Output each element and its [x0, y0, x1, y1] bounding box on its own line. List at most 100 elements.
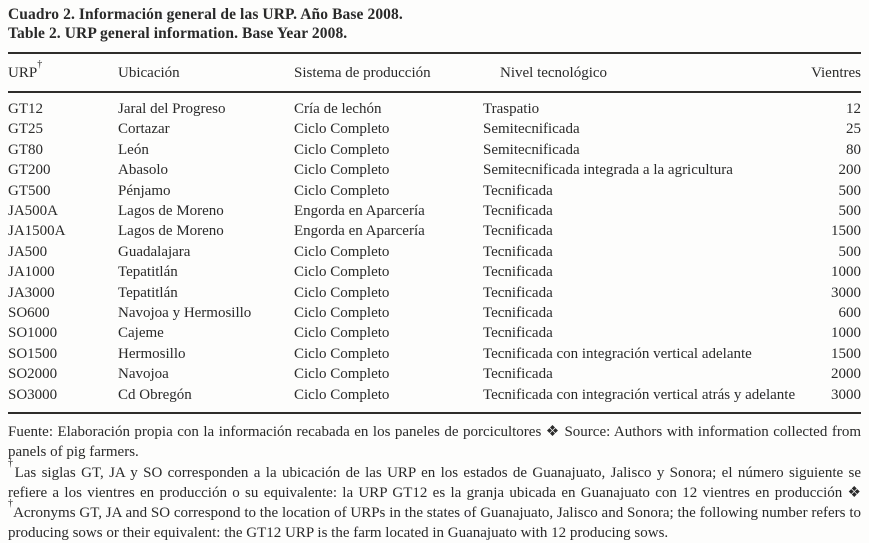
dagger-symbol: †: [8, 498, 13, 509]
cell-ubicacion: León: [118, 140, 294, 160]
cell-vientres: 500: [805, 201, 861, 221]
dagger-note-english: Acronyms GT, JA and SO correspond to the…: [8, 505, 861, 541]
cell-ubicacion: Navojoa y Hermosillo: [118, 303, 294, 323]
cell-nivel: Traspatio: [483, 92, 805, 119]
cell-nivel: Tecnificada: [483, 303, 805, 323]
cell-vientres: 500: [805, 181, 861, 201]
cell-ubicacion: Hermosillo: [118, 344, 294, 364]
col-header-nivel: Nivel tecnológico: [483, 53, 805, 92]
cell-vientres: 3000: [805, 283, 861, 303]
dagger-note-spanish: Las siglas GT, JA y SO corresponden a la…: [8, 465, 861, 501]
cell-nivel: Tecnificada: [483, 221, 805, 241]
cell-urp: SO2000: [8, 364, 118, 384]
col-header-urp: URP†: [8, 53, 118, 92]
cell-urp: JA1500A: [8, 221, 118, 241]
cell-nivel: Tecnificada: [483, 181, 805, 201]
cell-sistema: Ciclo Completo: [294, 160, 483, 180]
cell-nivel: Tecnificada: [483, 364, 805, 384]
cell-urp: GT80: [8, 140, 118, 160]
cell-sistema: Ciclo Completo: [294, 344, 483, 364]
cell-nivel: Tecnificada: [483, 262, 805, 282]
cell-ubicacion: Lagos de Moreno: [118, 221, 294, 241]
cell-sistema: Ciclo Completo: [294, 140, 483, 160]
cell-sistema: Engorda en Aparcería: [294, 221, 483, 241]
cell-urp: GT12: [8, 92, 118, 119]
cell-nivel: Tecnificada: [483, 201, 805, 221]
col-header-vientres: Vientres: [805, 53, 861, 92]
cell-urp: JA1000: [8, 262, 118, 282]
cell-vientres: 500: [805, 242, 861, 262]
cell-sistema: Ciclo Completo: [294, 323, 483, 343]
source-note: Fuente: Elaboración propia con la inform…: [8, 422, 861, 462]
urp-table: URP† Ubicación Sistema de producción Niv…: [8, 52, 861, 414]
cell-ubicacion: Cortazar: [118, 119, 294, 139]
cell-nivel: Tecnificada: [483, 283, 805, 303]
cell-sistema: Engorda en Aparcería: [294, 201, 483, 221]
cell-sistema: Ciclo Completo: [294, 119, 483, 139]
cell-sistema: Ciclo Completo: [294, 364, 483, 384]
cell-sistema: Ciclo Completo: [294, 181, 483, 201]
cell-urp: SO1500: [8, 344, 118, 364]
cell-urp: JA500A: [8, 201, 118, 221]
cell-ubicacion: Cajeme: [118, 323, 294, 343]
cell-sistema: Ciclo Completo: [294, 283, 483, 303]
cell-ubicacion: Navojoa: [118, 364, 294, 384]
dagger-symbol: †: [8, 458, 15, 469]
cell-vientres: 80: [805, 140, 861, 160]
cell-sistema: Ciclo Completo: [294, 303, 483, 323]
cell-ubicacion: Abasolo: [118, 160, 294, 180]
cell-ubicacion: Jaral del Progreso: [118, 92, 294, 119]
cell-nivel: Tecnificada con integración vertical atr…: [483, 385, 805, 413]
cell-sistema: Ciclo Completo: [294, 385, 483, 413]
cell-urp: SO1000: [8, 323, 118, 343]
cell-sistema: Ciclo Completo: [294, 262, 483, 282]
dagger-note: †Las siglas GT, JA y SO corresponden a l…: [8, 463, 861, 543]
dagger-symbol: †: [37, 59, 42, 70]
cell-vientres: 600: [805, 303, 861, 323]
cell-nivel: Semitecnificada: [483, 119, 805, 139]
col-header-sistema: Sistema de producción: [294, 53, 483, 92]
cell-nivel: Tecnificada: [483, 242, 805, 262]
header-row: URP† Ubicación Sistema de producción Niv…: [8, 53, 861, 92]
cell-urp: SO3000: [8, 385, 118, 413]
col-header-ubicacion: Ubicación: [118, 53, 294, 92]
cell-urp: JA500: [8, 242, 118, 262]
cell-vientres: 200: [805, 160, 861, 180]
cell-vientres: 3000: [805, 385, 861, 413]
cell-ubicacion: Tepatitlán: [118, 283, 294, 303]
cell-sistema: Ciclo Completo: [294, 242, 483, 262]
cell-urp: GT25: [8, 119, 118, 139]
cell-vientres: 1000: [805, 323, 861, 343]
cell-sistema: Cría de lechón: [294, 92, 483, 119]
footnotes: Fuente: Elaboración propia con la inform…: [8, 422, 861, 543]
col-header-urp-label: URP: [8, 65, 37, 81]
cell-ubicacion: Lagos de Moreno: [118, 201, 294, 221]
cell-urp: JA3000: [8, 283, 118, 303]
cell-vientres: 12: [805, 92, 861, 119]
cell-urp: GT500: [8, 181, 118, 201]
cell-vientres: 1500: [805, 344, 861, 364]
cell-ubicacion: Tepatitlán: [118, 262, 294, 282]
caption-spanish: Cuadro 2. Información general de las URP…: [8, 5, 861, 24]
cell-vientres: 25: [805, 119, 861, 139]
cell-vientres: 2000: [805, 364, 861, 384]
cell-ubicacion: Guadalajara: [118, 242, 294, 262]
caption-english: Table 2. URP general information. Base Y…: [8, 24, 861, 43]
cell-vientres: 1000: [805, 262, 861, 282]
cell-nivel: Tecnificada con integración vertical ade…: [483, 344, 805, 364]
table-caption: Cuadro 2. Información general de las URP…: [8, 5, 861, 43]
